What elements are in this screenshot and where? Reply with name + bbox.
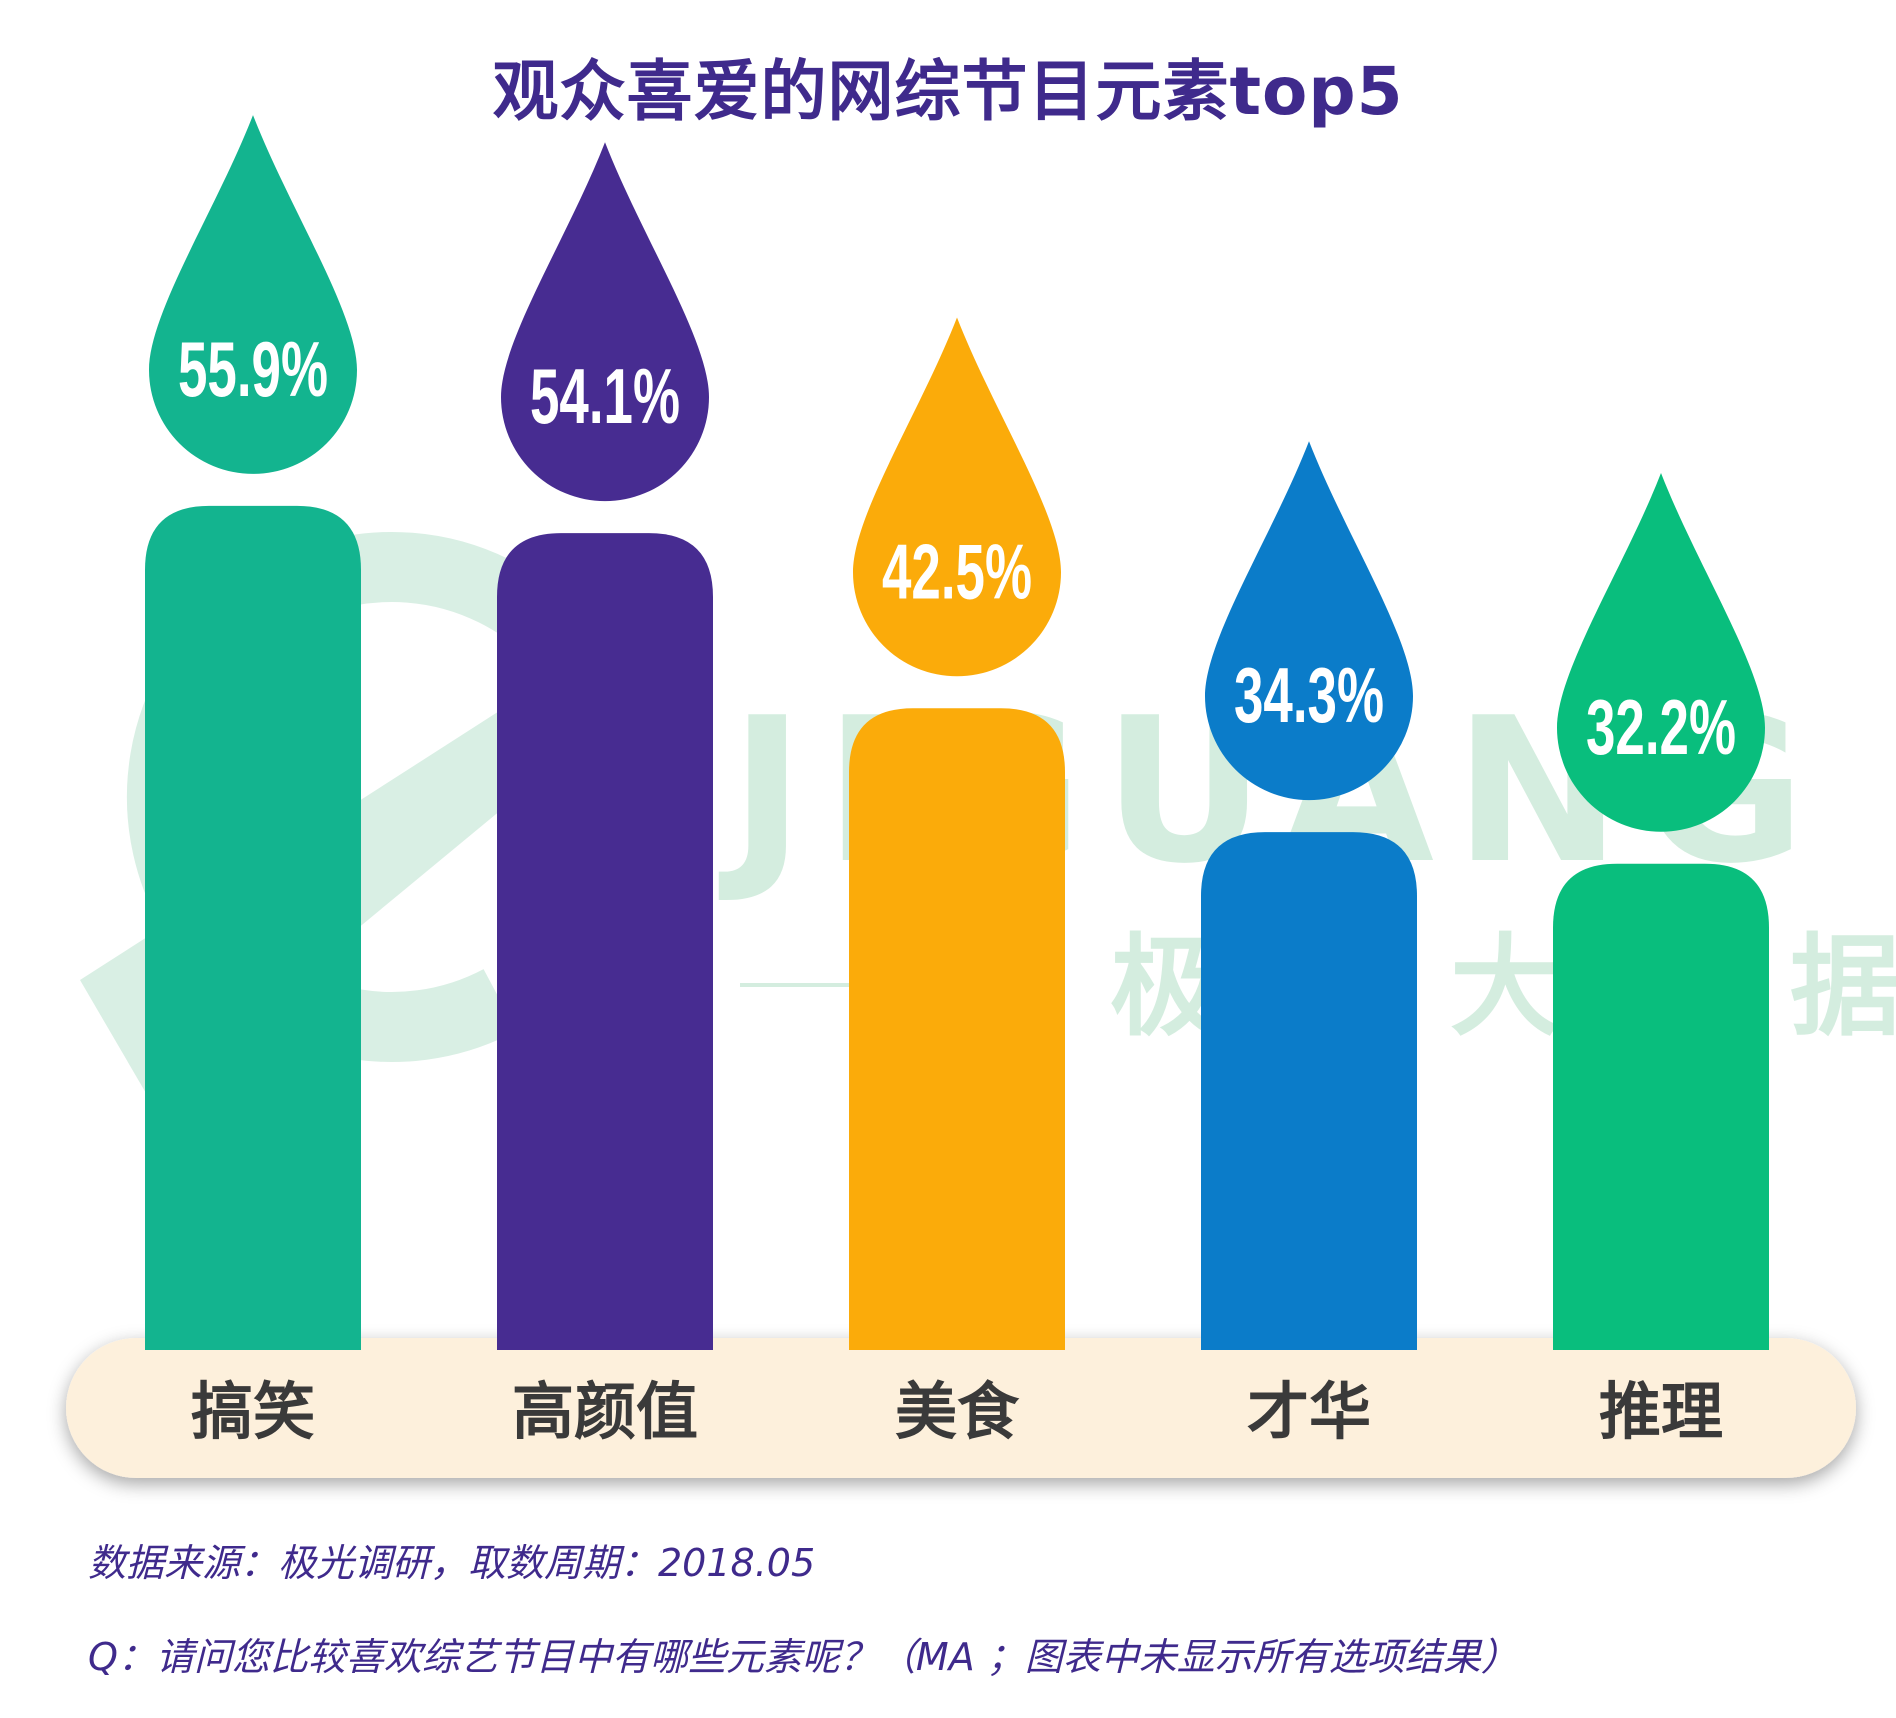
bar-1 bbox=[145, 505, 361, 1350]
value-label-1: 55.9% bbox=[178, 325, 328, 413]
category-label-3: 美食 bbox=[895, 1375, 1020, 1448]
value-label-5: 32.2% bbox=[1586, 683, 1736, 771]
category-label-2: 高颜值 bbox=[512, 1375, 698, 1448]
category-labels: 搞笑 高颜值 美食 才华 推理 bbox=[191, 1375, 1723, 1448]
bar-2 bbox=[497, 533, 713, 1350]
footer-source: 数据来源：极光调研，取数周期：2018.05 bbox=[88, 1541, 816, 1585]
category-label-1: 搞笑 bbox=[191, 1375, 315, 1448]
drop-2 bbox=[501, 142, 709, 502]
drop-3 bbox=[853, 317, 1061, 677]
category-label-5: 推理 bbox=[1599, 1375, 1723, 1448]
bar-4 bbox=[1201, 832, 1417, 1350]
value-label-2: 54.1% bbox=[530, 352, 680, 440]
bar-5 bbox=[1553, 863, 1769, 1350]
value-label-4: 34.3% bbox=[1234, 651, 1384, 739]
drop-4 bbox=[1205, 441, 1413, 801]
value-label-3: 42.5% bbox=[882, 527, 1032, 615]
bar-3 bbox=[849, 708, 1065, 1350]
drop-5 bbox=[1557, 472, 1765, 832]
baseline-bar bbox=[66, 1338, 1856, 1478]
chart-title: 观众喜爱的网综节目元素top5 bbox=[492, 53, 1404, 130]
category-label-4: 才华 bbox=[1247, 1375, 1371, 1448]
drops-layer: 55.9% 54.1% 42.5% 34.3% 32.2% bbox=[149, 115, 1765, 832]
bars-layer bbox=[145, 505, 1769, 1350]
drop-1 bbox=[149, 115, 357, 474]
footer-question: Q：请问您比较喜欢综艺节目中有哪些元素呢？（MA ；图表中未显示所有选项结果） bbox=[88, 1635, 1519, 1679]
